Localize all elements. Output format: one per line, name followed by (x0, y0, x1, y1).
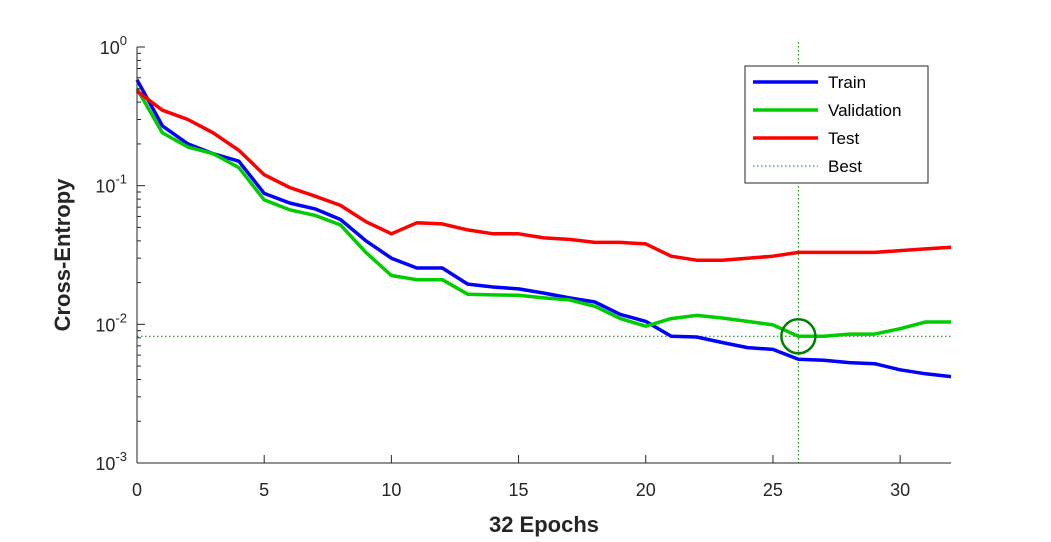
x-ticks: 0 5 10 15 20 25 30 (132, 455, 910, 500)
x-tick-label: 25 (763, 480, 783, 500)
y-tick-label: 10-3 (95, 449, 127, 474)
best-circle-marker (780, 318, 817, 355)
legend-label-test: Test (828, 129, 859, 148)
x-tick-label: 20 (636, 480, 656, 500)
x-tick-label: 5 (259, 480, 269, 500)
series-line-test (135, 89, 952, 262)
best-marker (780, 318, 817, 355)
legend-label-train: Train (828, 73, 866, 92)
x-tick-label: 10 (381, 480, 401, 500)
y-tick-label: 10-1 (95, 172, 127, 197)
y-ticks: 100 10-1 10-2 10-3 (95, 33, 145, 474)
y-tick-label: 100 (100, 33, 127, 58)
legend-label-best: Best (828, 157, 862, 176)
legend: Train Validation Test Best (744, 65, 929, 184)
y-tick-label: 10-2 (95, 310, 127, 335)
x-tick-label: 0 (132, 480, 142, 500)
y-axis-title: Cross-Entropy (50, 178, 75, 332)
x-axis-title: 32 Epochs (489, 512, 599, 537)
axes (136, 47, 951, 464)
legend-label-validation: Validation (828, 101, 901, 120)
series-line-train (135, 78, 952, 379)
x-tick-label: 30 (890, 480, 910, 500)
x-tick-label: 15 (509, 480, 529, 500)
legend-box (744, 65, 929, 184)
